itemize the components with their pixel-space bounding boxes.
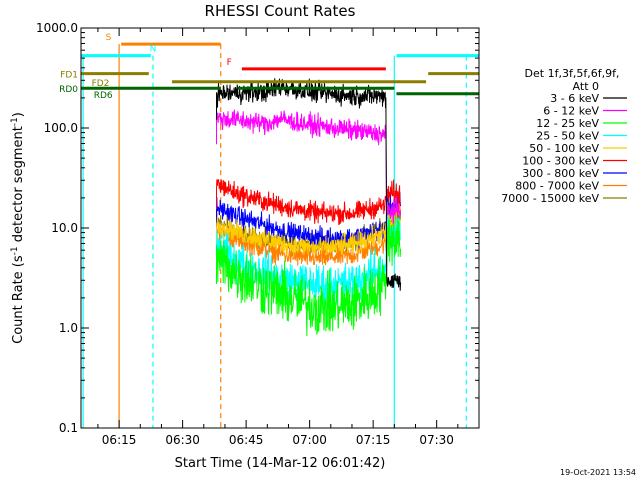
y-tick-label-100-0: 100.0 [44,121,78,135]
series-line-300-800-kev [216,189,402,251]
x-axis-ticks: 06:15 06:30 06:45 07:00 07:15 07:30 [97,28,459,447]
flag-label-n: N [150,45,157,55]
x-tick-label-07-00: 07:00 [292,433,327,447]
x-axis-label: Start Time (14-Mar-12 06:01:42) [175,456,386,471]
generation-timestamp: 19-Oct-2021 13:54 [560,468,636,477]
series-line-50-100-kev [216,212,401,258]
legend-header-attenuator: Att 0 [573,80,599,93]
flag-label-rd6: RD6 [94,91,113,101]
legend-label-25-50-kev: 25 - 50 keV [536,130,599,143]
series-line-100-300-kev [216,179,402,226]
y-tick-label-1-0: 1.0 [59,321,78,335]
series-line-25-50-kev [216,213,401,309]
y-tick-label-1000-0: 1000.0 [36,21,78,35]
x-tick-label-06-30: 06:30 [165,433,200,447]
x-tick-label-06-45: 06:45 [229,433,264,447]
flag-label-fd2: FD2 [92,79,110,89]
series-line-6-12-kev [216,109,402,224]
y-tick-label-0-1: 0.1 [59,421,78,435]
y-axis-label-sup-1: -1 [10,246,20,255]
x-tick-label-07-30: 07:30 [419,433,454,447]
y-axis-label-sup-2: -1 [10,117,20,126]
series-line-3-6-kev [216,78,402,291]
status-flag-bars: S N F FD1 FD2 RD0 RD6 [59,33,479,101]
y-axis-ticks: 0.1 1.0 10.0 100.0 1000.0 [36,21,479,435]
y-axis-label: Count Rate (s-1 detector segment-1) [10,112,26,344]
legend-header-detectors: Det 1f,3f,5f,6f,9f, [525,67,620,80]
x-tick-label-06-15: 06:15 [102,433,137,447]
legend-label-800-7000-kev: 800 - 7000 keV [515,180,599,193]
legend-label-7000-15000-kev: 7000 - 15000 keV [501,192,599,205]
series-lines [216,78,402,337]
legend-label-50-100-kev: 50 - 100 keV [529,142,599,155]
x-tick-label-07-15: 07:15 [356,433,391,447]
legend-label-12-25-kev: 12 - 25 keV [536,117,599,130]
legend-label-300-800-kev: 300 - 800 keV [522,167,599,180]
y-axis-label-part-3: ) [11,112,26,117]
legend-label-6-12-kev: 6 - 12 keV [543,105,599,118]
legend-label-100-300-kev: 100 - 300 keV [522,155,599,168]
chart-title: RHESSI Count Rates [205,2,356,20]
legend-label-3-6-kev: 3 - 6 keV [550,92,599,105]
flag-label-rd0: RD0 [59,85,78,95]
flag-label-f: F [227,58,232,68]
y-axis-label-part-1: Count Rate (s [11,255,26,344]
flag-label-s: S [106,33,112,43]
series-line-12-25-kev [216,219,402,337]
flag-label-fd1: FD1 [60,71,78,81]
y-axis-label-part-2: detector segment [11,126,26,246]
y-tick-label-10-0: 10.0 [51,221,78,235]
